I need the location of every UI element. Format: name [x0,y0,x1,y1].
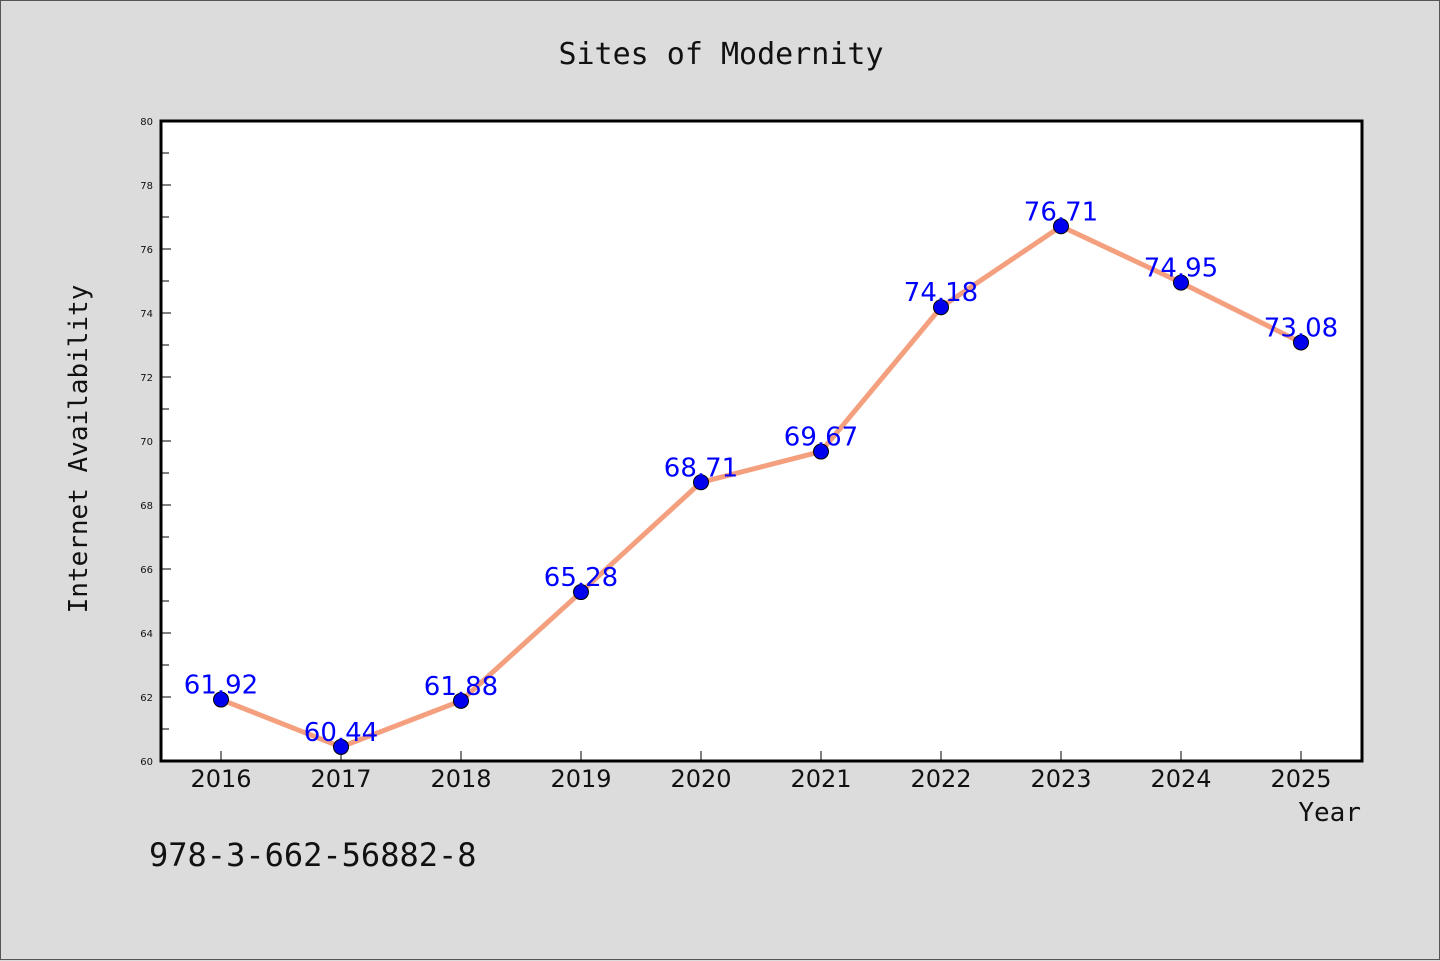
x-tick-label: 2016 [190,765,251,793]
data-label: 61.92 [184,671,258,701]
data-label: 74.18 [904,278,978,308]
x-tick-label: 2018 [430,765,491,793]
x-tick-label: 2021 [790,765,851,793]
data-label: 65.28 [544,563,618,593]
y-tick-label: 80 [140,117,153,128]
data-label: 61.88 [424,672,498,702]
data-label: 74.95 [1144,254,1218,284]
data-point [1173,274,1189,291]
data-label: 60.44 [304,718,378,748]
y-axis-label: Internet Availability [64,285,94,614]
x-axis-ticks: 2016 2017 2018 2019 2020 2021 2022 2023 2024 2025 [190,751,1332,793]
x-tick-label: 2024 [1150,765,1211,793]
data-label: 73.08 [1264,313,1338,343]
data-point [933,299,949,316]
data-point [693,474,709,491]
data-label: 68.71 [664,453,738,483]
x-tick-label: 2023 [1030,765,1091,793]
series-markers [213,218,1309,755]
x-tick-label: 2019 [550,765,611,793]
y-tick-label: 66 [140,565,153,576]
data-point [813,443,829,460]
data-point [573,584,589,601]
data-point [453,692,469,709]
data-point [1053,218,1069,235]
data-point [213,691,229,708]
y-tick-label: 68 [140,501,153,512]
y-tick-label: 74 [140,309,153,320]
data-label: 76.71 [1024,197,1098,227]
plot-area [161,121,1362,761]
y-tick-label: 70 [140,437,153,448]
x-tick-label: 2022 [910,765,971,793]
series-line [218,223,1304,750]
data-point [1293,334,1309,351]
x-axis-label: Year [1298,798,1361,828]
y-tick-label: 62 [140,693,153,704]
data-point [333,738,349,755]
y-tick-label: 72 [140,373,153,384]
data-labels: 61.92 60.44 61.88 65.28 68.71 69.67 74.18 76.71… [184,197,1338,748]
y-tick-label: 60 [140,757,153,768]
chart-title: Sites of Modernity [558,37,883,72]
y-tick-label: 78 [140,181,153,192]
y-tick-label: 64 [140,629,153,640]
x-tick-label: 2020 [670,765,731,793]
x-tick-label: 2025 [1270,765,1331,793]
x-tick-label: 2017 [310,765,371,793]
y-axis-ticks: 60 62 64 66 68 70 72 74 76 78 80 [140,117,171,768]
isbn-text: 978-3-662-56882-8 [149,836,477,874]
plot-border [159,119,1364,763]
data-label: 69.67 [784,423,858,453]
y-tick-label: 76 [140,245,153,256]
